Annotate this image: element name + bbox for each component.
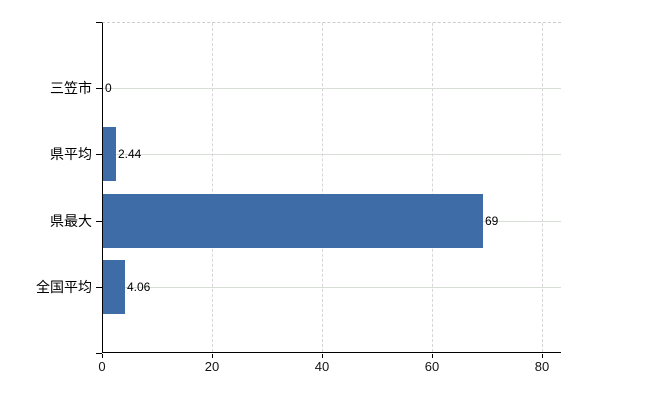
x-gridline xyxy=(212,23,213,352)
x-tick-label: 0 xyxy=(98,359,106,374)
x-axis-tick xyxy=(102,354,103,358)
plot-area xyxy=(102,22,561,353)
x-gridline xyxy=(542,23,543,352)
x-tick-label: 80 xyxy=(534,359,550,374)
x-axis-tick xyxy=(212,354,213,358)
x-tick-label: 40 xyxy=(314,359,330,374)
y-axis-tick xyxy=(96,88,102,89)
x-tick-label: 20 xyxy=(204,359,220,374)
category-gridline xyxy=(103,287,561,288)
y-axis-tick xyxy=(96,287,102,288)
value-label: 0 xyxy=(105,81,112,95)
y-axis-tick xyxy=(96,221,102,222)
x-axis-tick xyxy=(322,354,323,358)
value-label: 4.06 xyxy=(127,280,151,294)
bar xyxy=(103,260,125,314)
x-tick-label: 60 xyxy=(424,359,440,374)
x-gridline xyxy=(432,23,433,352)
bar xyxy=(103,194,483,248)
category-label: 三笠市 xyxy=(50,80,92,96)
x-axis-tick xyxy=(542,354,543,358)
y-axis-tick xyxy=(96,353,102,354)
y-axis-tick xyxy=(96,22,102,23)
category-label: 県最大 xyxy=(50,213,92,229)
category-label: 県平均 xyxy=(50,146,92,162)
category-gridline xyxy=(103,154,561,155)
x-axis-tick xyxy=(432,354,433,358)
y-axis-tick xyxy=(96,154,102,155)
value-label: 2.44 xyxy=(118,147,142,161)
x-gridline xyxy=(322,23,323,352)
category-gridline xyxy=(103,88,561,89)
bar xyxy=(103,127,116,181)
category-label: 全国平均 xyxy=(36,279,92,295)
value-label: 69 xyxy=(485,214,499,228)
